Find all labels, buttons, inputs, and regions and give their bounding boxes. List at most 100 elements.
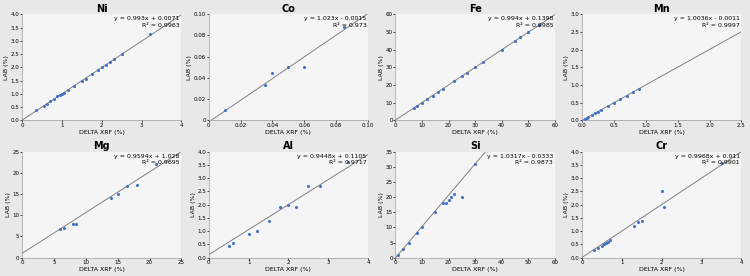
Point [469, 161, 481, 166]
Point [314, 184, 326, 188]
Point [40, 102, 53, 106]
Title: Co: Co [281, 4, 296, 14]
Text: y = 0.9594x + 1.028
R² = 0.9695: y = 0.9594x + 1.028 R² = 0.9695 [115, 154, 180, 165]
Point [54, 227, 66, 231]
Title: Ni: Ni [96, 4, 107, 14]
Point [614, 97, 626, 101]
Point [76, 78, 88, 83]
Point [429, 210, 441, 214]
Point [432, 90, 444, 94]
Point [600, 241, 612, 245]
Y-axis label: LAB (%): LAB (%) [564, 192, 569, 217]
Point [608, 100, 620, 105]
Point [226, 241, 238, 245]
Point [122, 183, 134, 188]
Point [403, 240, 415, 245]
Point [621, 93, 633, 98]
Y-axis label: LAB (%): LAB (%) [6, 192, 11, 217]
Point [592, 246, 604, 251]
Point [532, 23, 544, 27]
Point [100, 62, 112, 67]
Point [469, 65, 481, 70]
Point [266, 70, 278, 75]
X-axis label: DELTA XRF (%): DELTA XRF (%) [452, 267, 498, 272]
X-axis label: DELTA XRF (%): DELTA XRF (%) [266, 267, 311, 272]
X-axis label: DELTA XRF (%): DELTA XRF (%) [639, 267, 685, 272]
Point [259, 83, 271, 87]
X-axis label: DELTA XRF (%): DELTA XRF (%) [266, 129, 311, 134]
Point [219, 108, 231, 112]
Point [242, 232, 254, 236]
Point [274, 205, 286, 209]
Point [604, 238, 616, 243]
Text: y = 1.0317x - 0.0333
R² = 0.9873: y = 1.0317x - 0.0333 R² = 0.9873 [487, 154, 554, 165]
Point [636, 218, 648, 223]
Point [411, 231, 423, 236]
Point [658, 205, 670, 209]
Point [598, 242, 610, 247]
Point [496, 47, 508, 52]
X-axis label: DELTA XRF (%): DELTA XRF (%) [452, 129, 498, 134]
Text: y = 0.9968x + 0.011
R² = 0.9901: y = 0.9968x + 0.011 R² = 0.9901 [675, 154, 740, 165]
Point [251, 229, 262, 233]
Point [442, 198, 454, 202]
Point [92, 68, 104, 72]
Y-axis label: LAB (%): LAB (%) [380, 55, 384, 80]
Point [522, 30, 534, 34]
Title: Mg: Mg [94, 142, 110, 152]
Point [302, 184, 314, 188]
Point [143, 32, 155, 36]
Point [116, 52, 128, 56]
Point [579, 116, 591, 121]
Y-axis label: LAB (%): LAB (%) [4, 55, 9, 80]
Point [48, 96, 60, 101]
Point [68, 84, 80, 88]
Point [448, 192, 460, 196]
Point [588, 248, 600, 252]
Point [440, 201, 452, 205]
Point [586, 113, 598, 117]
Point [589, 111, 601, 115]
Y-axis label: LAB (%): LAB (%) [188, 55, 192, 80]
Point [392, 253, 404, 257]
Point [62, 88, 74, 92]
Point [656, 189, 668, 193]
Point [105, 196, 117, 200]
Title: Cr: Cr [656, 142, 668, 152]
Point [56, 92, 68, 96]
Point [150, 162, 162, 166]
Point [634, 86, 646, 91]
X-axis label: DELTA XRF (%): DELTA XRF (%) [79, 129, 124, 134]
Point [739, 27, 750, 31]
Point [342, 160, 354, 164]
Point [456, 195, 468, 199]
X-axis label: DELTA XRF (%): DELTA XRF (%) [79, 267, 124, 272]
Text: y = 0.994x + 0.1398
R² = 0.9985: y = 0.994x + 0.1398 R² = 0.9985 [488, 16, 554, 28]
Point [108, 57, 120, 62]
Point [427, 93, 439, 98]
Point [67, 222, 79, 226]
Point [602, 240, 614, 244]
Point [416, 225, 428, 230]
Point [514, 35, 526, 39]
Point [338, 25, 350, 29]
Point [596, 108, 608, 112]
Point [104, 60, 116, 64]
Point [592, 109, 604, 114]
Point [408, 106, 420, 110]
Point [283, 65, 295, 70]
Y-axis label: LAB (%): LAB (%) [564, 55, 569, 80]
Point [283, 202, 295, 207]
Point [70, 222, 82, 226]
Point [44, 99, 56, 104]
Point [54, 93, 66, 97]
Y-axis label: LAB (%): LAB (%) [190, 192, 196, 217]
Point [632, 220, 644, 224]
Point [58, 226, 70, 230]
Point [477, 60, 489, 64]
Point [627, 90, 639, 94]
Text: y = 0.993x + 0.0071
R² = 0.9963: y = 0.993x + 0.0071 R² = 0.9963 [115, 16, 180, 28]
Point [398, 246, 410, 251]
Point [96, 65, 108, 70]
Point [437, 86, 449, 91]
